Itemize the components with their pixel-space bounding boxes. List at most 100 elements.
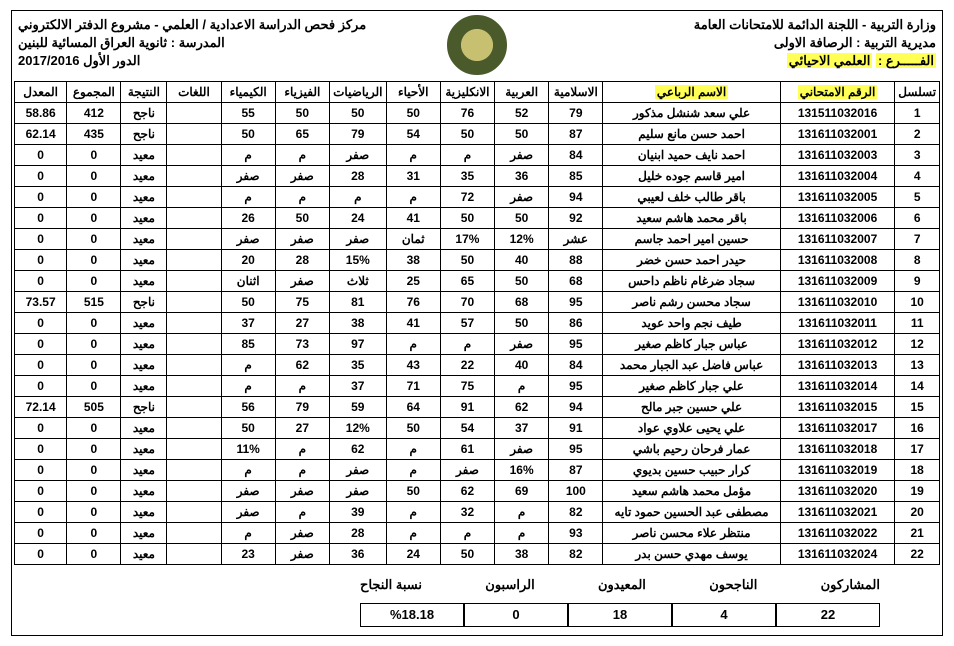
- ministry-line: وزارة التربية - اللجنة الدائمة للامتحانا…: [512, 17, 936, 33]
- cell: صفر: [495, 334, 549, 355]
- cell: 50: [440, 250, 494, 271]
- cell: معيد: [121, 439, 167, 460]
- passed-value: 4: [672, 603, 776, 627]
- rate-label: نسبة النجاح: [360, 577, 422, 593]
- cell: 0: [15, 334, 67, 355]
- cell: 94: [549, 397, 603, 418]
- cell: 22: [895, 544, 940, 565]
- cell: معيد: [121, 418, 167, 439]
- cell: 0: [67, 544, 121, 565]
- cell: 131611032008: [780, 250, 895, 271]
- school-label: المدرسة :: [171, 35, 225, 50]
- cell: 37: [221, 313, 275, 334]
- cell: م: [386, 145, 440, 166]
- cell: 55: [221, 103, 275, 124]
- cell: 27: [275, 313, 329, 334]
- cell: عشر: [549, 229, 603, 250]
- cell: 91: [549, 418, 603, 439]
- cell: 435: [67, 124, 121, 145]
- cell: 18: [895, 460, 940, 481]
- table-row: 20131611032021مصطفى عبد الحسين حمود تايه…: [15, 502, 940, 523]
- school-line: المدرسة : ثانوية العراق المسائية للبنين: [18, 35, 442, 51]
- cell: باقر طالب خلف لعيبي: [603, 187, 780, 208]
- cell: [167, 376, 221, 397]
- cell: 50: [221, 124, 275, 145]
- cell: 88: [549, 250, 603, 271]
- table-row: 1131511032016علي سعد شنشل مذكور795276505…: [15, 103, 940, 124]
- cell: 40: [495, 250, 549, 271]
- cell: م: [275, 502, 329, 523]
- cell: 14: [895, 376, 940, 397]
- col-header: المعدل: [15, 82, 67, 103]
- cell: احمد حسن مانع سليم: [603, 124, 780, 145]
- cell: صفر: [440, 460, 494, 481]
- cell: [167, 166, 221, 187]
- col-header: تسلسل: [895, 82, 940, 103]
- center-line: مركز فحص الدراسة الاعدادية / العلمي - مش…: [18, 17, 442, 33]
- cell: 0: [67, 355, 121, 376]
- cell: 15: [895, 397, 940, 418]
- cell: 50: [495, 208, 549, 229]
- cell: م: [275, 187, 329, 208]
- repeat-value: 18: [568, 603, 672, 627]
- cell: 13: [895, 355, 940, 376]
- cell: صفر: [495, 187, 549, 208]
- cell: 62: [440, 481, 494, 502]
- cell: 86: [549, 313, 603, 334]
- cell: 50: [440, 124, 494, 145]
- cell: [167, 418, 221, 439]
- cell: 0: [15, 166, 67, 187]
- cell: عمار فرحان رحيم باشي: [603, 439, 780, 460]
- cell: 27: [275, 418, 329, 439]
- cell: 38: [495, 544, 549, 565]
- cell: حيدر احمد حسن خضر: [603, 250, 780, 271]
- cell: 16%: [495, 460, 549, 481]
- cell: [167, 208, 221, 229]
- failed-value: 0: [464, 603, 568, 627]
- cell: 84: [549, 355, 603, 376]
- cell: 50: [275, 208, 329, 229]
- cell: 12%: [329, 418, 386, 439]
- cell: 1: [895, 103, 940, 124]
- cell: 0: [15, 481, 67, 502]
- col-header: الفيزياء: [275, 82, 329, 103]
- table-row: 10131611032010سجاد محسن رشم ناصر95687076…: [15, 292, 940, 313]
- cell: 38: [329, 313, 386, 334]
- cell: معيد: [121, 334, 167, 355]
- table-row: 11131611032011طيف نجم واحد عويد865057413…: [15, 313, 940, 334]
- cell: علي يحيى علاوي عواد: [603, 418, 780, 439]
- cell: 76: [386, 292, 440, 313]
- cell: 131611032018: [780, 439, 895, 460]
- cell: م: [221, 376, 275, 397]
- cell: 40: [495, 355, 549, 376]
- cell: 50: [440, 544, 494, 565]
- round-line: الدور الأول 2017/2016: [18, 53, 442, 69]
- cell: معيد: [121, 313, 167, 334]
- cell: 91: [440, 397, 494, 418]
- col-header: الانكليزية: [440, 82, 494, 103]
- cell: سجاد ضرغام ناظم داحس: [603, 271, 780, 292]
- col-header: الأحياء: [386, 82, 440, 103]
- cell: معيد: [121, 544, 167, 565]
- cell: 72: [440, 187, 494, 208]
- cell: 84: [549, 145, 603, 166]
- cell: صفر: [275, 523, 329, 544]
- cell: 0: [15, 271, 67, 292]
- cell: معيد: [121, 187, 167, 208]
- emblem-icon: [447, 15, 507, 75]
- cell: 24: [386, 544, 440, 565]
- cell: م: [221, 145, 275, 166]
- cell: علي حسين جبر مالح: [603, 397, 780, 418]
- cell: 505: [67, 397, 121, 418]
- cell: 131611032021: [780, 502, 895, 523]
- cell: 412: [67, 103, 121, 124]
- cell: 0: [67, 460, 121, 481]
- directorate-line: مديرية التربية : الرصافة الاولى: [512, 35, 936, 51]
- cell: 75: [275, 292, 329, 313]
- cell: 2: [895, 124, 940, 145]
- cell: معيد: [121, 460, 167, 481]
- table-row: 17131611032018عمار فرحان رحيم باشي95صفر6…: [15, 439, 940, 460]
- cell: 0: [67, 523, 121, 544]
- cell: 131611032006: [780, 208, 895, 229]
- rate-value: %18.18: [360, 603, 464, 627]
